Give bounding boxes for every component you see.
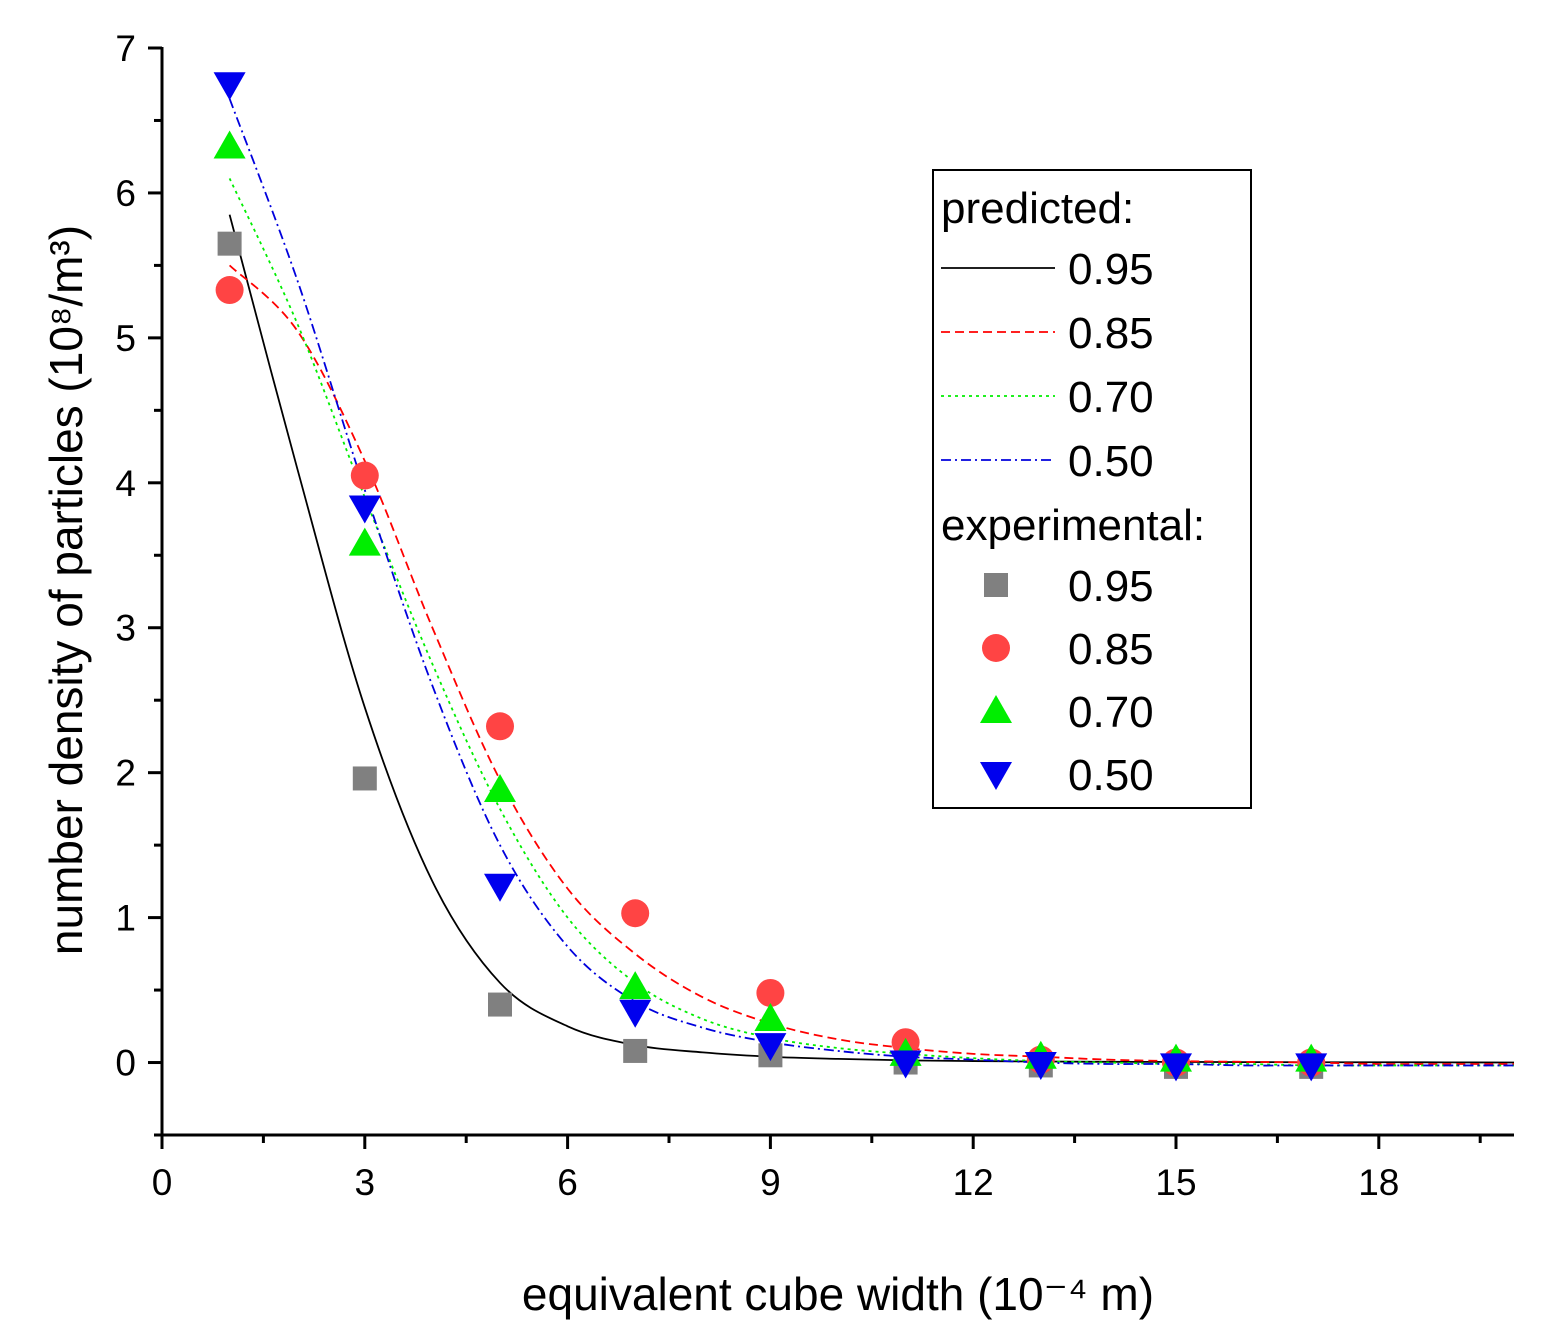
data-point-0-50 bbox=[348, 495, 381, 524]
x-tick-label: 6 bbox=[557, 1162, 578, 1203]
legend-label: 0.70 bbox=[1068, 688, 1154, 737]
data-point-0-50 bbox=[619, 999, 652, 1028]
legend-marker-0-95 bbox=[984, 573, 1008, 597]
data-point-0-70 bbox=[754, 1003, 787, 1032]
y-tick-label: 6 bbox=[115, 173, 136, 214]
data-point-0-50 bbox=[1024, 1051, 1057, 1080]
data-point-0-50 bbox=[1160, 1053, 1192, 1082]
legend-label: 0.85 bbox=[1068, 309, 1154, 358]
data-point-0-85 bbox=[350, 461, 379, 490]
legend: predicted: experimental: 0.95 0.85 0.70 0.5… bbox=[932, 169, 1252, 809]
x-tick-label: 15 bbox=[1155, 1162, 1196, 1203]
y-tick-label: 0 bbox=[115, 1043, 136, 1084]
legend-box bbox=[932, 169, 1252, 809]
legend-marker-0-70 bbox=[980, 695, 1012, 723]
x-tick-label: 3 bbox=[355, 1162, 376, 1203]
data-point-0-85 bbox=[486, 712, 514, 741]
legend-label: 0.50 bbox=[1068, 751, 1154, 800]
legend-label: 0.70 bbox=[1068, 373, 1154, 422]
data-point-0-95 bbox=[488, 992, 512, 1017]
y-tick-label: 3 bbox=[115, 608, 136, 649]
y-tick-label: 4 bbox=[115, 463, 136, 504]
y-tick-label: 5 bbox=[115, 318, 136, 359]
legend-label: 0.95 bbox=[1068, 562, 1154, 611]
legend-label: 0.85 bbox=[1068, 625, 1154, 674]
legend-experimental-header: experimental: bbox=[941, 501, 1205, 550]
legend-label: 0.50 bbox=[1068, 437, 1154, 486]
legend-marker-0-50 bbox=[980, 762, 1012, 790]
data-point-0-95 bbox=[217, 231, 242, 256]
x-ticks: 0 3 6 9 12 15 18 bbox=[152, 1135, 1482, 1203]
data-point-0-50 bbox=[213, 72, 246, 101]
y-ticks: 0 1 2 3 4 5 6 7 bbox=[115, 28, 162, 1137]
data-point-0-50 bbox=[484, 873, 516, 902]
data-point-0-70 bbox=[484, 774, 516, 803]
data-point-0-50 bbox=[1295, 1053, 1328, 1082]
x-tick-label: 0 bbox=[152, 1162, 173, 1203]
x-tick-label: 18 bbox=[1358, 1162, 1399, 1203]
y-tick-label: 1 bbox=[115, 898, 136, 939]
data-point-0-70 bbox=[213, 130, 246, 159]
data-point-0-70 bbox=[619, 971, 652, 1000]
data-point-0-85 bbox=[621, 899, 650, 928]
data-point-0-85 bbox=[756, 978, 785, 1007]
legend-predicted-header: predicted: bbox=[941, 184, 1134, 233]
y-tick-label: 2 bbox=[115, 753, 136, 794]
x-tick-label: 9 bbox=[760, 1162, 781, 1203]
experimental-markers bbox=[213, 72, 1328, 1082]
legend-marker-0-85 bbox=[982, 634, 1010, 662]
data-point-0-95 bbox=[623, 1038, 648, 1063]
legend-label: 0.95 bbox=[1068, 245, 1154, 294]
legend-items: 0.95 0.85 0.70 0.50 0.95 0.85 0.70 0.50 bbox=[941, 245, 1154, 800]
predicted-curves bbox=[228, 98, 1515, 1067]
predicted-curve-0-85 bbox=[228, 264, 1514, 1065]
axes bbox=[160, 47, 1514, 1137]
x-tick-label: 12 bbox=[953, 1162, 994, 1203]
y-tick-label: 7 bbox=[115, 28, 136, 69]
data-point-0-50 bbox=[754, 1033, 787, 1062]
data-point-0-70 bbox=[348, 527, 381, 556]
x-axis-title: equivalent cube width (10⁻⁴ m) bbox=[522, 1268, 1154, 1320]
data-point-0-85 bbox=[215, 276, 244, 305]
predicted-curve-0-50 bbox=[228, 98, 1514, 1067]
data-point-0-95 bbox=[352, 766, 377, 791]
predicted-curve-0-70 bbox=[228, 178, 1514, 1067]
y-axis-title: number density of particles (10⁸/m³) bbox=[40, 225, 92, 955]
data-point-0-50 bbox=[889, 1050, 922, 1079]
